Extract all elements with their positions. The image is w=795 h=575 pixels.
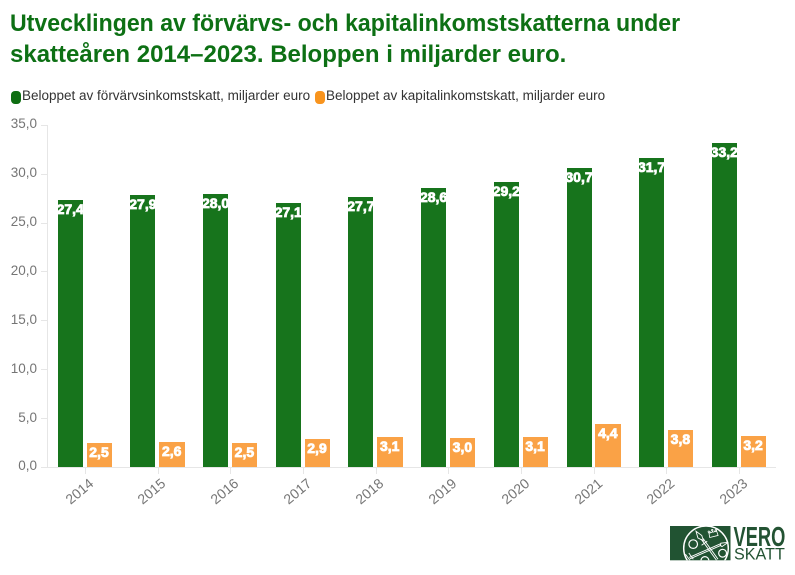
svg-text:VERO: VERO <box>734 521 786 552</box>
svg-text:SKATT: SKATT <box>734 546 785 564</box>
